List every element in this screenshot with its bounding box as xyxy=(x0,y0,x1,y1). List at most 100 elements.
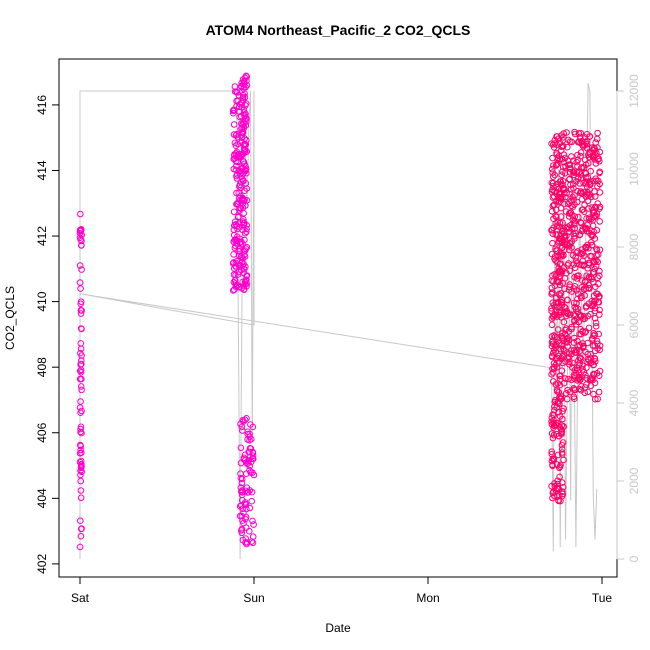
co2-point xyxy=(77,369,85,376)
co2-point xyxy=(76,279,84,286)
co2-point xyxy=(553,231,561,238)
co2-point xyxy=(244,459,252,467)
co2-point xyxy=(567,222,574,229)
co2-point xyxy=(230,165,238,173)
co2-point xyxy=(548,208,556,215)
co2-point xyxy=(549,378,557,385)
y2-tick-label-6000: 6000 xyxy=(627,311,641,338)
co2-point xyxy=(246,437,253,444)
co2-point xyxy=(230,251,237,258)
co2-point xyxy=(570,157,577,164)
co2-point xyxy=(77,210,84,218)
co2-point xyxy=(587,239,595,246)
co2-point xyxy=(231,236,238,244)
co2-point xyxy=(548,277,556,285)
co2-point xyxy=(230,121,238,128)
co2-point xyxy=(240,456,248,463)
co2-point xyxy=(558,171,566,179)
co2-point xyxy=(235,245,243,252)
co2-point xyxy=(551,397,559,404)
co2-point xyxy=(560,130,568,137)
co2-point xyxy=(549,239,556,247)
co2-point xyxy=(568,138,576,146)
co2-point xyxy=(560,151,568,158)
co2-point xyxy=(579,328,586,336)
co2-point xyxy=(76,229,84,237)
co2-point xyxy=(583,191,591,198)
co2-point xyxy=(243,169,250,177)
co2-point xyxy=(76,234,84,241)
co2-point xyxy=(237,444,245,452)
co2-point xyxy=(549,173,557,180)
co2-point xyxy=(548,457,556,465)
co2-point xyxy=(238,254,246,262)
co2-point xyxy=(556,194,563,202)
co2-point xyxy=(578,292,585,300)
co2-point xyxy=(567,181,574,189)
co2-point xyxy=(549,434,557,442)
co2-point xyxy=(247,458,255,466)
co2-point xyxy=(237,253,245,261)
co2-point xyxy=(596,267,603,275)
co2-point xyxy=(559,359,566,367)
y-tick-label-410: 410 xyxy=(35,291,49,311)
co2-point xyxy=(78,325,85,333)
co2-point xyxy=(564,309,572,317)
y2-tick-label-4000: 4000 xyxy=(627,389,641,416)
co2-point xyxy=(248,488,256,496)
co2-point xyxy=(564,296,571,304)
co2-point xyxy=(582,371,589,379)
co2-point xyxy=(236,262,244,269)
co2-point xyxy=(558,441,566,449)
co2-point xyxy=(230,106,237,114)
co2-point xyxy=(551,333,559,340)
co2-point xyxy=(239,240,246,248)
co2-point xyxy=(587,252,594,260)
co2-point xyxy=(591,355,599,363)
co2-point xyxy=(559,488,566,496)
co2-point xyxy=(577,149,585,156)
co2-point xyxy=(78,463,85,470)
co2-point xyxy=(591,203,599,211)
co2-point xyxy=(244,428,251,436)
co2-point xyxy=(569,359,576,367)
co2-point xyxy=(594,395,602,403)
co2-point xyxy=(243,221,250,229)
co2-point xyxy=(574,377,581,384)
co2-point xyxy=(590,390,597,398)
co2-point xyxy=(77,366,85,374)
co2-point xyxy=(550,411,558,419)
co2-point xyxy=(239,218,247,225)
y2-tick-label-12000: 12000 xyxy=(627,74,641,108)
co2-point xyxy=(578,219,585,227)
co2-point xyxy=(550,365,558,373)
co2-point xyxy=(238,527,245,534)
co2-point xyxy=(231,244,239,252)
co2-point xyxy=(236,100,244,108)
co2-point xyxy=(561,275,569,282)
co2-point xyxy=(573,287,580,294)
co2-point xyxy=(585,205,592,212)
co2-point xyxy=(563,129,570,136)
co2-point xyxy=(77,467,84,475)
co2-point xyxy=(584,355,592,363)
co2-point xyxy=(571,264,579,272)
co2-point xyxy=(560,379,568,387)
co2-point xyxy=(232,142,240,149)
co2-point xyxy=(587,273,595,281)
co2-point xyxy=(576,261,583,268)
co2-point xyxy=(575,213,582,221)
co2-point xyxy=(591,212,599,220)
co2-point xyxy=(77,383,85,390)
co2-point xyxy=(588,241,596,249)
co2-point xyxy=(585,160,592,167)
co2-point xyxy=(561,303,568,311)
co2-point xyxy=(588,232,595,239)
co2-point xyxy=(554,388,561,395)
co2-point xyxy=(568,153,575,160)
co2-point xyxy=(240,269,247,277)
co2-point xyxy=(564,343,572,350)
co2-point xyxy=(230,208,238,216)
co2-point xyxy=(238,475,246,483)
co2-point xyxy=(589,209,597,216)
